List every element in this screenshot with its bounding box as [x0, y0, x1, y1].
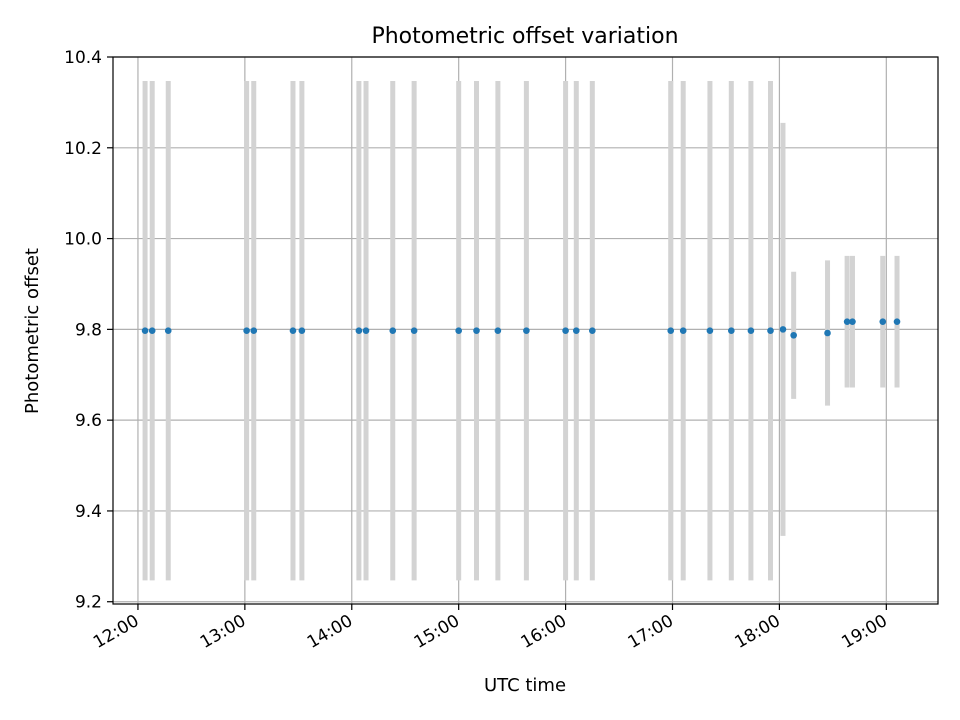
y-tick-label: 10.0 — [64, 230, 102, 250]
data-point — [523, 327, 530, 335]
data-point — [148, 327, 156, 335]
data-point — [141, 327, 149, 335]
y-tick-label: 10.4 — [64, 48, 102, 68]
data-point — [790, 331, 797, 339]
data-point — [494, 327, 502, 335]
point-layer — [141, 318, 901, 339]
data-point — [455, 327, 462, 335]
y-tick-label: 10.2 — [64, 139, 102, 159]
data-point — [706, 327, 714, 335]
y-tick-label: 9.6 — [75, 411, 102, 431]
data-point — [779, 326, 787, 333]
data-point — [572, 327, 580, 335]
data-point — [289, 327, 297, 335]
y-axis-label: Photometric offset — [22, 248, 43, 414]
data-point — [893, 318, 901, 325]
data-point — [562, 327, 569, 335]
data-point — [824, 329, 831, 337]
plot-frame — [112, 56, 939, 605]
data-point — [243, 327, 250, 335]
data-point — [250, 327, 258, 335]
data-point — [728, 327, 735, 335]
y-tick-label: 9.4 — [75, 502, 102, 522]
chart-title: Photometric offset variation — [371, 24, 678, 49]
data-point — [589, 327, 596, 335]
data-point — [473, 327, 480, 335]
data-point — [164, 327, 172, 335]
data-point — [849, 318, 856, 325]
x-axis-label: UTC time — [484, 675, 566, 696]
y-tick-label: 9.8 — [75, 320, 102, 340]
data-point — [355, 327, 363, 335]
y-tick-label: 9.2 — [75, 593, 102, 613]
data-point — [767, 327, 774, 335]
data-point — [362, 327, 370, 335]
data-point — [679, 327, 687, 335]
data-point — [879, 318, 887, 325]
data-point — [667, 327, 675, 335]
data-point — [843, 318, 851, 325]
data-point — [410, 327, 418, 335]
data-point — [747, 327, 755, 335]
data-point — [389, 327, 397, 335]
data-point — [298, 327, 306, 335]
